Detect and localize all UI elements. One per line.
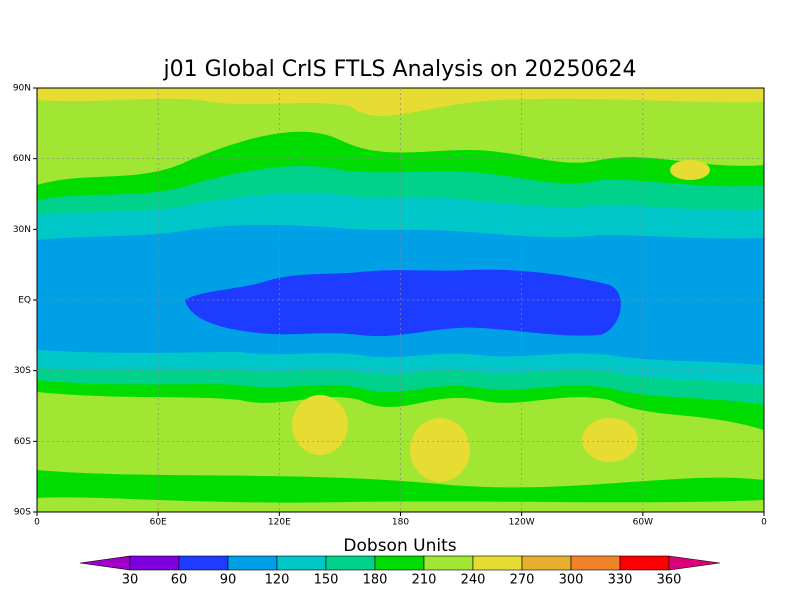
colorbar-bin xyxy=(325,555,376,571)
y-tick-label: 90S xyxy=(14,508,31,518)
colorbar-bin xyxy=(178,555,229,571)
colorbar-label: 330 xyxy=(608,573,633,588)
field-blob xyxy=(185,269,621,337)
x-tick-label: 120W xyxy=(509,518,535,528)
colorbar-title: Dobson Units xyxy=(343,536,456,556)
field-blob xyxy=(410,418,470,482)
colorbar-label: 270 xyxy=(510,573,535,588)
y-tick-label: EQ xyxy=(18,296,31,306)
y-tick-label: 90N xyxy=(13,84,31,94)
colorbar-label: 210 xyxy=(412,573,437,588)
colorbar-label: 300 xyxy=(559,573,584,588)
x-tick-label: 60E xyxy=(150,518,167,528)
colorbar-label: 360 xyxy=(657,573,682,588)
x-tick-label: 60W xyxy=(633,518,653,528)
field-blob xyxy=(670,160,710,180)
colorbar-label: 60 xyxy=(171,573,188,588)
colorbar-label: 180 xyxy=(363,573,388,588)
colorbar-label: 90 xyxy=(220,573,237,588)
colorbar-bin xyxy=(570,555,621,571)
colorbar-bin xyxy=(374,555,425,571)
colorbar-bin xyxy=(521,555,572,571)
colorbar-bin xyxy=(276,555,327,571)
x-tick-label: 0 xyxy=(761,518,767,528)
colorbar-bin xyxy=(472,555,523,571)
field-band xyxy=(37,88,764,117)
x-tick-label: 120E xyxy=(268,518,291,528)
chart-title: j01 Global CrIS FTLS Analysis on 2025062… xyxy=(162,57,636,82)
colorbar-bin xyxy=(619,555,670,571)
y-tick-label: 60S xyxy=(14,437,31,447)
colorbar-under xyxy=(79,555,131,571)
y-tick-label: 30N xyxy=(13,225,31,235)
colorbar-bin xyxy=(129,555,180,571)
colorbar-label: 240 xyxy=(461,573,486,588)
y-tick-label: 30S xyxy=(14,366,31,376)
colorbar-label: 150 xyxy=(314,573,339,588)
field-band xyxy=(37,470,764,503)
colorbar-over xyxy=(668,555,721,571)
colorbar-label: 30 xyxy=(122,573,139,588)
field-blob xyxy=(582,418,638,462)
field-blob xyxy=(292,395,348,455)
x-tick-label: 0 xyxy=(34,518,40,528)
y-tick-label: 60N xyxy=(13,154,31,164)
colorbar-bin xyxy=(227,555,278,571)
colorbar-label: 120 xyxy=(265,573,290,588)
x-tick-label: 180 xyxy=(392,518,409,528)
colorbar-bin xyxy=(423,555,474,571)
